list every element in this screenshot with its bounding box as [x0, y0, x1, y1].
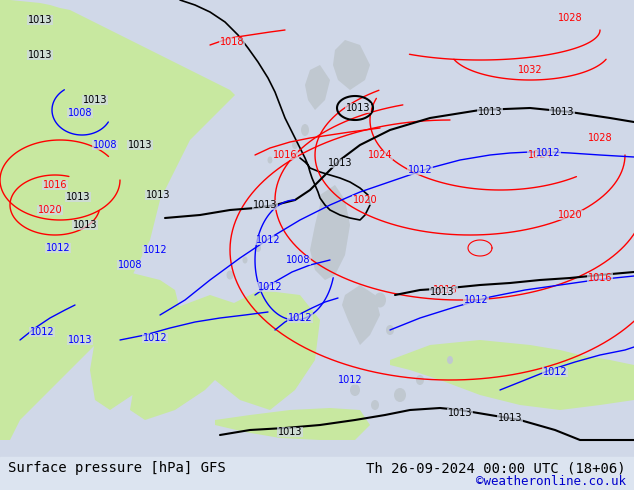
- Text: 1012: 1012: [256, 235, 280, 245]
- Text: 1012: 1012: [408, 165, 432, 175]
- Text: Surface pressure [hPa] GFS: Surface pressure [hPa] GFS: [8, 461, 226, 475]
- Polygon shape: [215, 408, 370, 440]
- Text: 1013: 1013: [28, 15, 52, 25]
- Bar: [0, 0, 634, 440]
- Ellipse shape: [386, 325, 394, 335]
- Text: 1013: 1013: [28, 50, 52, 60]
- Text: 1013: 1013: [278, 427, 302, 437]
- Text: 1013: 1013: [346, 103, 370, 113]
- Text: 1032: 1032: [518, 65, 542, 75]
- Text: 1013: 1013: [146, 190, 171, 200]
- Polygon shape: [130, 295, 250, 420]
- Text: 1008: 1008: [68, 108, 93, 118]
- Text: 1013: 1013: [328, 158, 353, 168]
- Text: 1013: 1013: [68, 335, 93, 345]
- Text: 1013: 1013: [478, 107, 502, 117]
- Ellipse shape: [226, 270, 233, 279]
- Text: 1012: 1012: [257, 282, 282, 292]
- Text: 1012: 1012: [143, 333, 167, 343]
- Text: 1016: 1016: [273, 150, 297, 160]
- Text: 1016: 1016: [42, 180, 67, 190]
- Text: 1012: 1012: [536, 148, 560, 158]
- Ellipse shape: [255, 244, 261, 252]
- Ellipse shape: [242, 256, 247, 264]
- Text: 1024: 1024: [527, 150, 552, 160]
- Bar: [0, 457, 634, 490]
- Text: 1016: 1016: [433, 285, 457, 295]
- Text: 1012: 1012: [30, 327, 55, 337]
- Ellipse shape: [447, 356, 453, 364]
- Text: 1013: 1013: [127, 140, 152, 150]
- Text: 1008: 1008: [118, 260, 142, 270]
- Ellipse shape: [416, 375, 424, 385]
- Polygon shape: [390, 340, 634, 410]
- Text: 1013: 1013: [83, 95, 107, 105]
- Text: 1028: 1028: [558, 13, 582, 23]
- Text: 1020: 1020: [353, 195, 377, 205]
- Ellipse shape: [292, 141, 298, 149]
- Text: 1012: 1012: [143, 245, 167, 255]
- Polygon shape: [305, 65, 330, 110]
- Text: ©weatheronline.co.uk: ©weatheronline.co.uk: [476, 474, 626, 488]
- Text: 1008: 1008: [286, 255, 310, 265]
- Text: 1008: 1008: [93, 140, 117, 150]
- Text: 1012: 1012: [543, 367, 567, 377]
- Text: 1020: 1020: [558, 210, 582, 220]
- Text: Th 26-09-2024 00:00 UTC (18+06): Th 26-09-2024 00:00 UTC (18+06): [366, 461, 626, 475]
- Ellipse shape: [268, 156, 273, 164]
- Ellipse shape: [350, 384, 360, 396]
- Polygon shape: [210, 290, 320, 410]
- Text: 1013: 1013: [498, 413, 522, 423]
- Text: 1013: 1013: [448, 408, 472, 418]
- Text: 1024: 1024: [368, 150, 392, 160]
- Text: 1013: 1013: [253, 200, 277, 210]
- Ellipse shape: [301, 124, 309, 136]
- Text: 1013: 1013: [66, 192, 90, 202]
- Ellipse shape: [371, 400, 379, 410]
- Polygon shape: [333, 40, 370, 90]
- Polygon shape: [90, 270, 180, 410]
- Polygon shape: [310, 185, 350, 280]
- Text: 1013: 1013: [550, 107, 574, 117]
- Text: 1013: 1013: [73, 220, 97, 230]
- Text: 1012: 1012: [463, 295, 488, 305]
- Polygon shape: [0, 0, 235, 440]
- Text: 1012: 1012: [288, 313, 313, 323]
- Text: 1013: 1013: [430, 287, 454, 297]
- Text: 1012: 1012: [46, 243, 70, 253]
- Text: 1028: 1028: [588, 133, 612, 143]
- Ellipse shape: [394, 388, 406, 402]
- Text: 1018: 1018: [220, 37, 244, 47]
- Polygon shape: [342, 285, 380, 345]
- Ellipse shape: [374, 293, 386, 308]
- Text: 1020: 1020: [37, 205, 62, 215]
- Text: 1012: 1012: [338, 375, 362, 385]
- Text: 1016: 1016: [588, 273, 612, 283]
